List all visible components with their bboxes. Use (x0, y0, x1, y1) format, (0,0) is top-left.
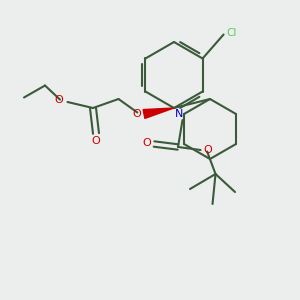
Text: O: O (204, 145, 212, 155)
Text: Cl: Cl (226, 28, 236, 38)
Text: O: O (132, 109, 141, 119)
Text: O: O (142, 137, 151, 148)
Text: O: O (55, 94, 64, 105)
Polygon shape (143, 108, 174, 119)
Text: O: O (92, 136, 100, 146)
Text: N: N (175, 109, 184, 119)
